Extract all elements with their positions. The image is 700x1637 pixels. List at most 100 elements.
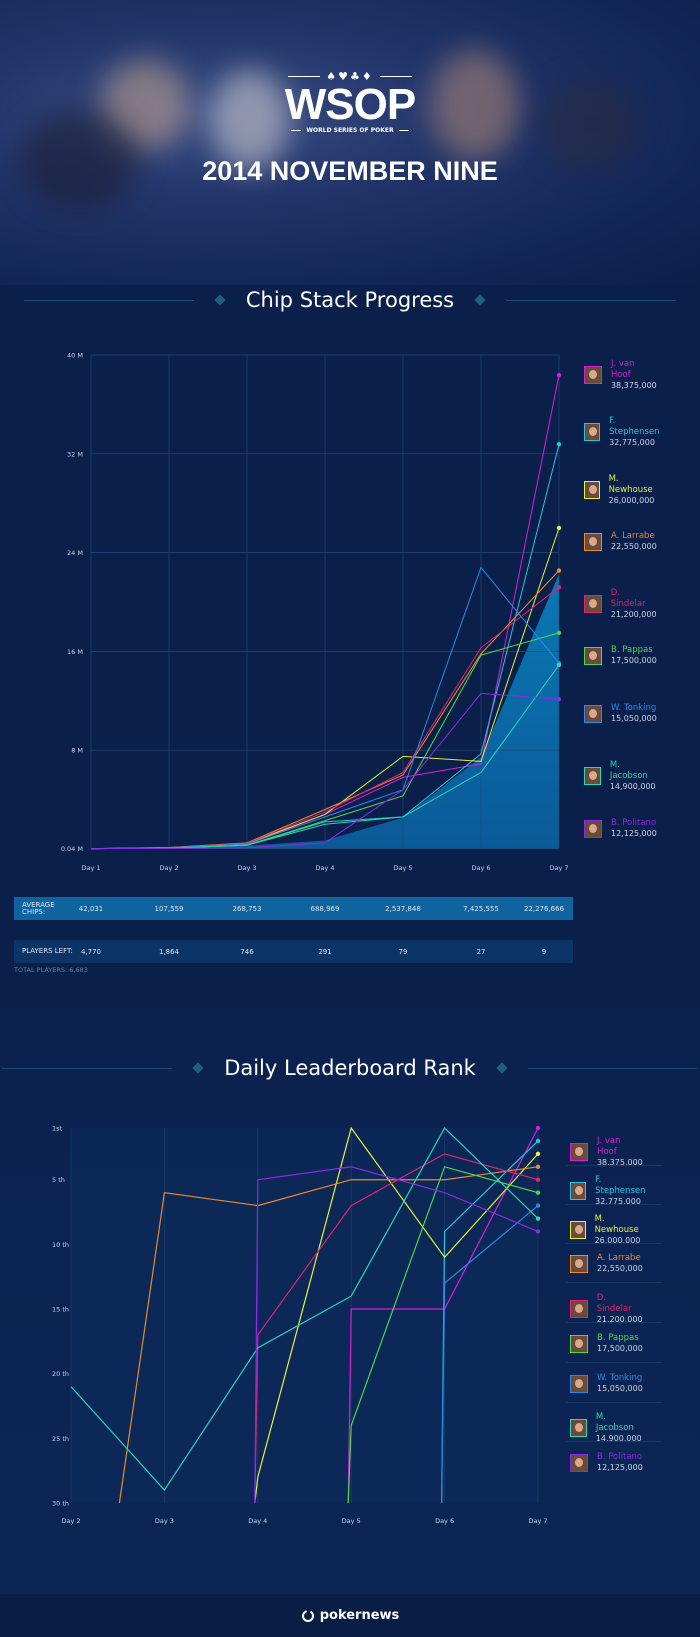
player-chips: 32,775,000 (595, 1197, 641, 1206)
x-tick-label: Day 6 (471, 864, 490, 872)
player-name: B. Politano (597, 1452, 643, 1462)
player-name: A. Larrabe (611, 531, 655, 541)
y-tick-label: 20 th (52, 1370, 69, 1378)
players-label: PLAYERS LEFT: (22, 947, 73, 955)
x-tick-label: Day 4 (248, 1517, 267, 1525)
y-tick-label: 25 th (52, 1435, 69, 1443)
chip-stack-chart: 0.04 M 8 M 16 M 24 M 32 M 40 M Day 1 Day 2 Day 3… (61, 352, 569, 873)
y-tick-label: 0.04 M (61, 845, 83, 853)
player-name: B. Pappas (597, 1333, 639, 1343)
table-cell: 27 (476, 947, 486, 956)
player-chips: 17,500,000 (597, 1344, 643, 1353)
player-name: M. Jacobson (609, 760, 648, 781)
diamond-icon (214, 294, 226, 306)
x-tick-label: Day 3 (237, 864, 256, 872)
divider (566, 1243, 662, 1244)
player-name: F. Stephensen (595, 1175, 646, 1196)
player-name: B. Politano (611, 818, 657, 828)
player-name: D. Sindelar (596, 1293, 632, 1314)
legend-item: F. Stephensen 32,775,000 (570, 1175, 647, 1207)
chart-title: Daily Leaderboard Rank (224, 1056, 476, 1080)
player-chips: 32,775,000 (609, 438, 655, 447)
table-cell: 42,031 (78, 904, 104, 913)
player-name: J. van Hoof (610, 359, 635, 380)
table-cell: 107,559 (154, 904, 184, 913)
x-tick-label: Day 2 (61, 1517, 80, 1525)
series-point-4 (535, 1177, 541, 1182)
legend-item: F. Stephensen 32,775,000 (584, 416, 661, 448)
series-line-0 (347, 1127, 539, 1504)
x-tick-label: Day 5 (342, 1517, 361, 1525)
section-title-chips: Chip Stack Progress (0, 288, 700, 312)
player-chips: 15,050,000 (611, 714, 657, 723)
legend-item: B. Politano 12,125,000 (570, 1452, 643, 1473)
series-point-6 (535, 1203, 541, 1208)
legend-item: D. Sindelar 21,200,000 (584, 588, 657, 620)
player-avatar (570, 1221, 586, 1239)
legend-item: J. van Hoof 38,375,000 (570, 1136, 643, 1168)
player-chips: 38,375,000 (610, 381, 657, 390)
table-cell: 22,276,666 (523, 904, 565, 913)
player-chips: 15,050,000 (597, 1384, 643, 1393)
legend-item: M. Newhouse 26,000,000 (570, 1214, 643, 1246)
series-point-1 (556, 442, 562, 447)
plot-background (71, 1128, 538, 1503)
average-area (91, 573, 559, 849)
brand-name[interactable]: pokernews (319, 1608, 400, 1623)
series-point-3 (535, 1164, 541, 1169)
player-avatar (584, 595, 602, 613)
chart-title: Chip Stack Progress (245, 288, 455, 312)
series-line-8 (254, 1166, 539, 1504)
series-point-7 (535, 1216, 541, 1221)
player-avatar (570, 1143, 588, 1161)
footer: pokernews (0, 1594, 700, 1637)
player-avatar (570, 1419, 587, 1437)
x-tick-label: Day 4 (315, 864, 334, 872)
player-avatar (570, 1334, 588, 1353)
player-chips: 21,200,000 (610, 610, 657, 619)
series-line-5 (347, 1166, 539, 1504)
legend-item: D. Sindelar 21,200,000 (570, 1293, 643, 1325)
player-chips: 22,550,000 (611, 542, 657, 551)
y-tick-label: 1st (52, 1125, 63, 1133)
wsop-logo: ♠♥♣♦ WSOP WORLD SERIES OF POKER (280, 70, 420, 134)
diamond-icon (496, 1062, 508, 1074)
player-avatar (570, 1374, 588, 1393)
player-avatar (584, 767, 601, 785)
player-avatar (584, 366, 602, 384)
player-chips: 22,550,000 (597, 1264, 643, 1273)
x-tick-label: Day 3 (155, 1517, 174, 1525)
legend-item: B. Pappas 17,500,000 (584, 645, 657, 666)
player-avatar (570, 1453, 588, 1472)
table-cell: 7,425,555 (463, 904, 499, 913)
y-tick-label: 8 M (71, 747, 83, 755)
player-name: M. Newhouse (608, 474, 653, 495)
player-chips: 12,125,000 (597, 1463, 643, 1472)
y-tick-label: 10 th (52, 1241, 69, 1249)
series-line-3 (118, 1166, 539, 1504)
series-point-5 (535, 1190, 541, 1195)
y-tick-label: 15 th (52, 1306, 69, 1314)
divider (566, 1204, 662, 1205)
legend-item: B. Politano 12,125,000 (584, 818, 657, 839)
divider (566, 1362, 662, 1363)
player-avatar (570, 1254, 588, 1273)
player-name: F. Stephensen (609, 416, 660, 437)
player-name: M. Jacobson (595, 1412, 634, 1433)
series-line-7 (70, 1127, 539, 1492)
player-avatar (584, 423, 601, 441)
player-name: A. Larrabe (597, 1253, 641, 1263)
players-left-row: PLAYERS LEFT: 4,770 1,864 746 291 79 27 9 (14, 940, 573, 963)
player-avatar (570, 1300, 588, 1318)
page-title: 2014 NOVEMBER NINE (202, 156, 498, 186)
diamond-icon (474, 294, 486, 306)
legend-item: J. van Hoof 38,375,000 (584, 359, 657, 391)
legend-item: B. Pappas 17,500,000 (570, 1333, 643, 1354)
y-tick-label: 40 M (67, 352, 83, 360)
player-chips: 21,200,000 (596, 1315, 643, 1324)
series-point-1 (535, 1138, 541, 1144)
series-line-6 (441, 1205, 539, 1504)
series-point-8 (556, 697, 562, 702)
series-point-2 (535, 1151, 541, 1157)
table-cell: 688,969 (310, 904, 340, 913)
